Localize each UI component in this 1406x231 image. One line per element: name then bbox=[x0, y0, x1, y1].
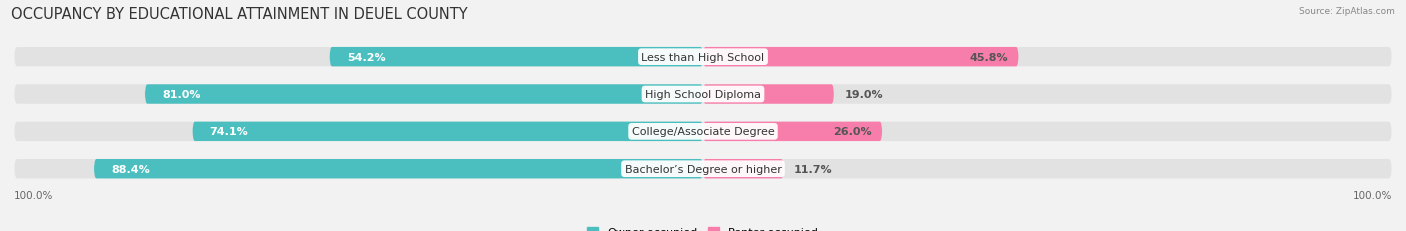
FancyBboxPatch shape bbox=[703, 122, 882, 141]
Text: High School Diploma: High School Diploma bbox=[645, 90, 761, 100]
FancyBboxPatch shape bbox=[14, 85, 1392, 104]
Text: Less than High School: Less than High School bbox=[641, 52, 765, 62]
FancyBboxPatch shape bbox=[193, 122, 703, 141]
FancyBboxPatch shape bbox=[94, 159, 703, 179]
Text: Source: ZipAtlas.com: Source: ZipAtlas.com bbox=[1299, 7, 1395, 16]
Text: 11.7%: 11.7% bbox=[794, 164, 832, 174]
Text: 54.2%: 54.2% bbox=[347, 52, 385, 62]
Text: 74.1%: 74.1% bbox=[209, 127, 249, 137]
Text: 100.0%: 100.0% bbox=[1353, 190, 1392, 200]
Text: 100.0%: 100.0% bbox=[14, 190, 53, 200]
FancyBboxPatch shape bbox=[145, 85, 703, 104]
Legend: Owner-occupied, Renter-occupied: Owner-occupied, Renter-occupied bbox=[582, 223, 824, 231]
FancyBboxPatch shape bbox=[14, 159, 1392, 179]
FancyBboxPatch shape bbox=[703, 85, 834, 104]
Text: Bachelor’s Degree or higher: Bachelor’s Degree or higher bbox=[624, 164, 782, 174]
Text: 45.8%: 45.8% bbox=[970, 52, 1008, 62]
FancyBboxPatch shape bbox=[14, 48, 1392, 67]
Text: 19.0%: 19.0% bbox=[844, 90, 883, 100]
FancyBboxPatch shape bbox=[14, 122, 1392, 141]
Text: OCCUPANCY BY EDUCATIONAL ATTAINMENT IN DEUEL COUNTY: OCCUPANCY BY EDUCATIONAL ATTAINMENT IN D… bbox=[11, 7, 468, 22]
FancyBboxPatch shape bbox=[703, 159, 783, 179]
Text: College/Associate Degree: College/Associate Degree bbox=[631, 127, 775, 137]
Text: 81.0%: 81.0% bbox=[162, 90, 201, 100]
Text: 88.4%: 88.4% bbox=[111, 164, 150, 174]
Text: 26.0%: 26.0% bbox=[834, 127, 872, 137]
FancyBboxPatch shape bbox=[329, 48, 703, 67]
FancyBboxPatch shape bbox=[703, 48, 1018, 67]
